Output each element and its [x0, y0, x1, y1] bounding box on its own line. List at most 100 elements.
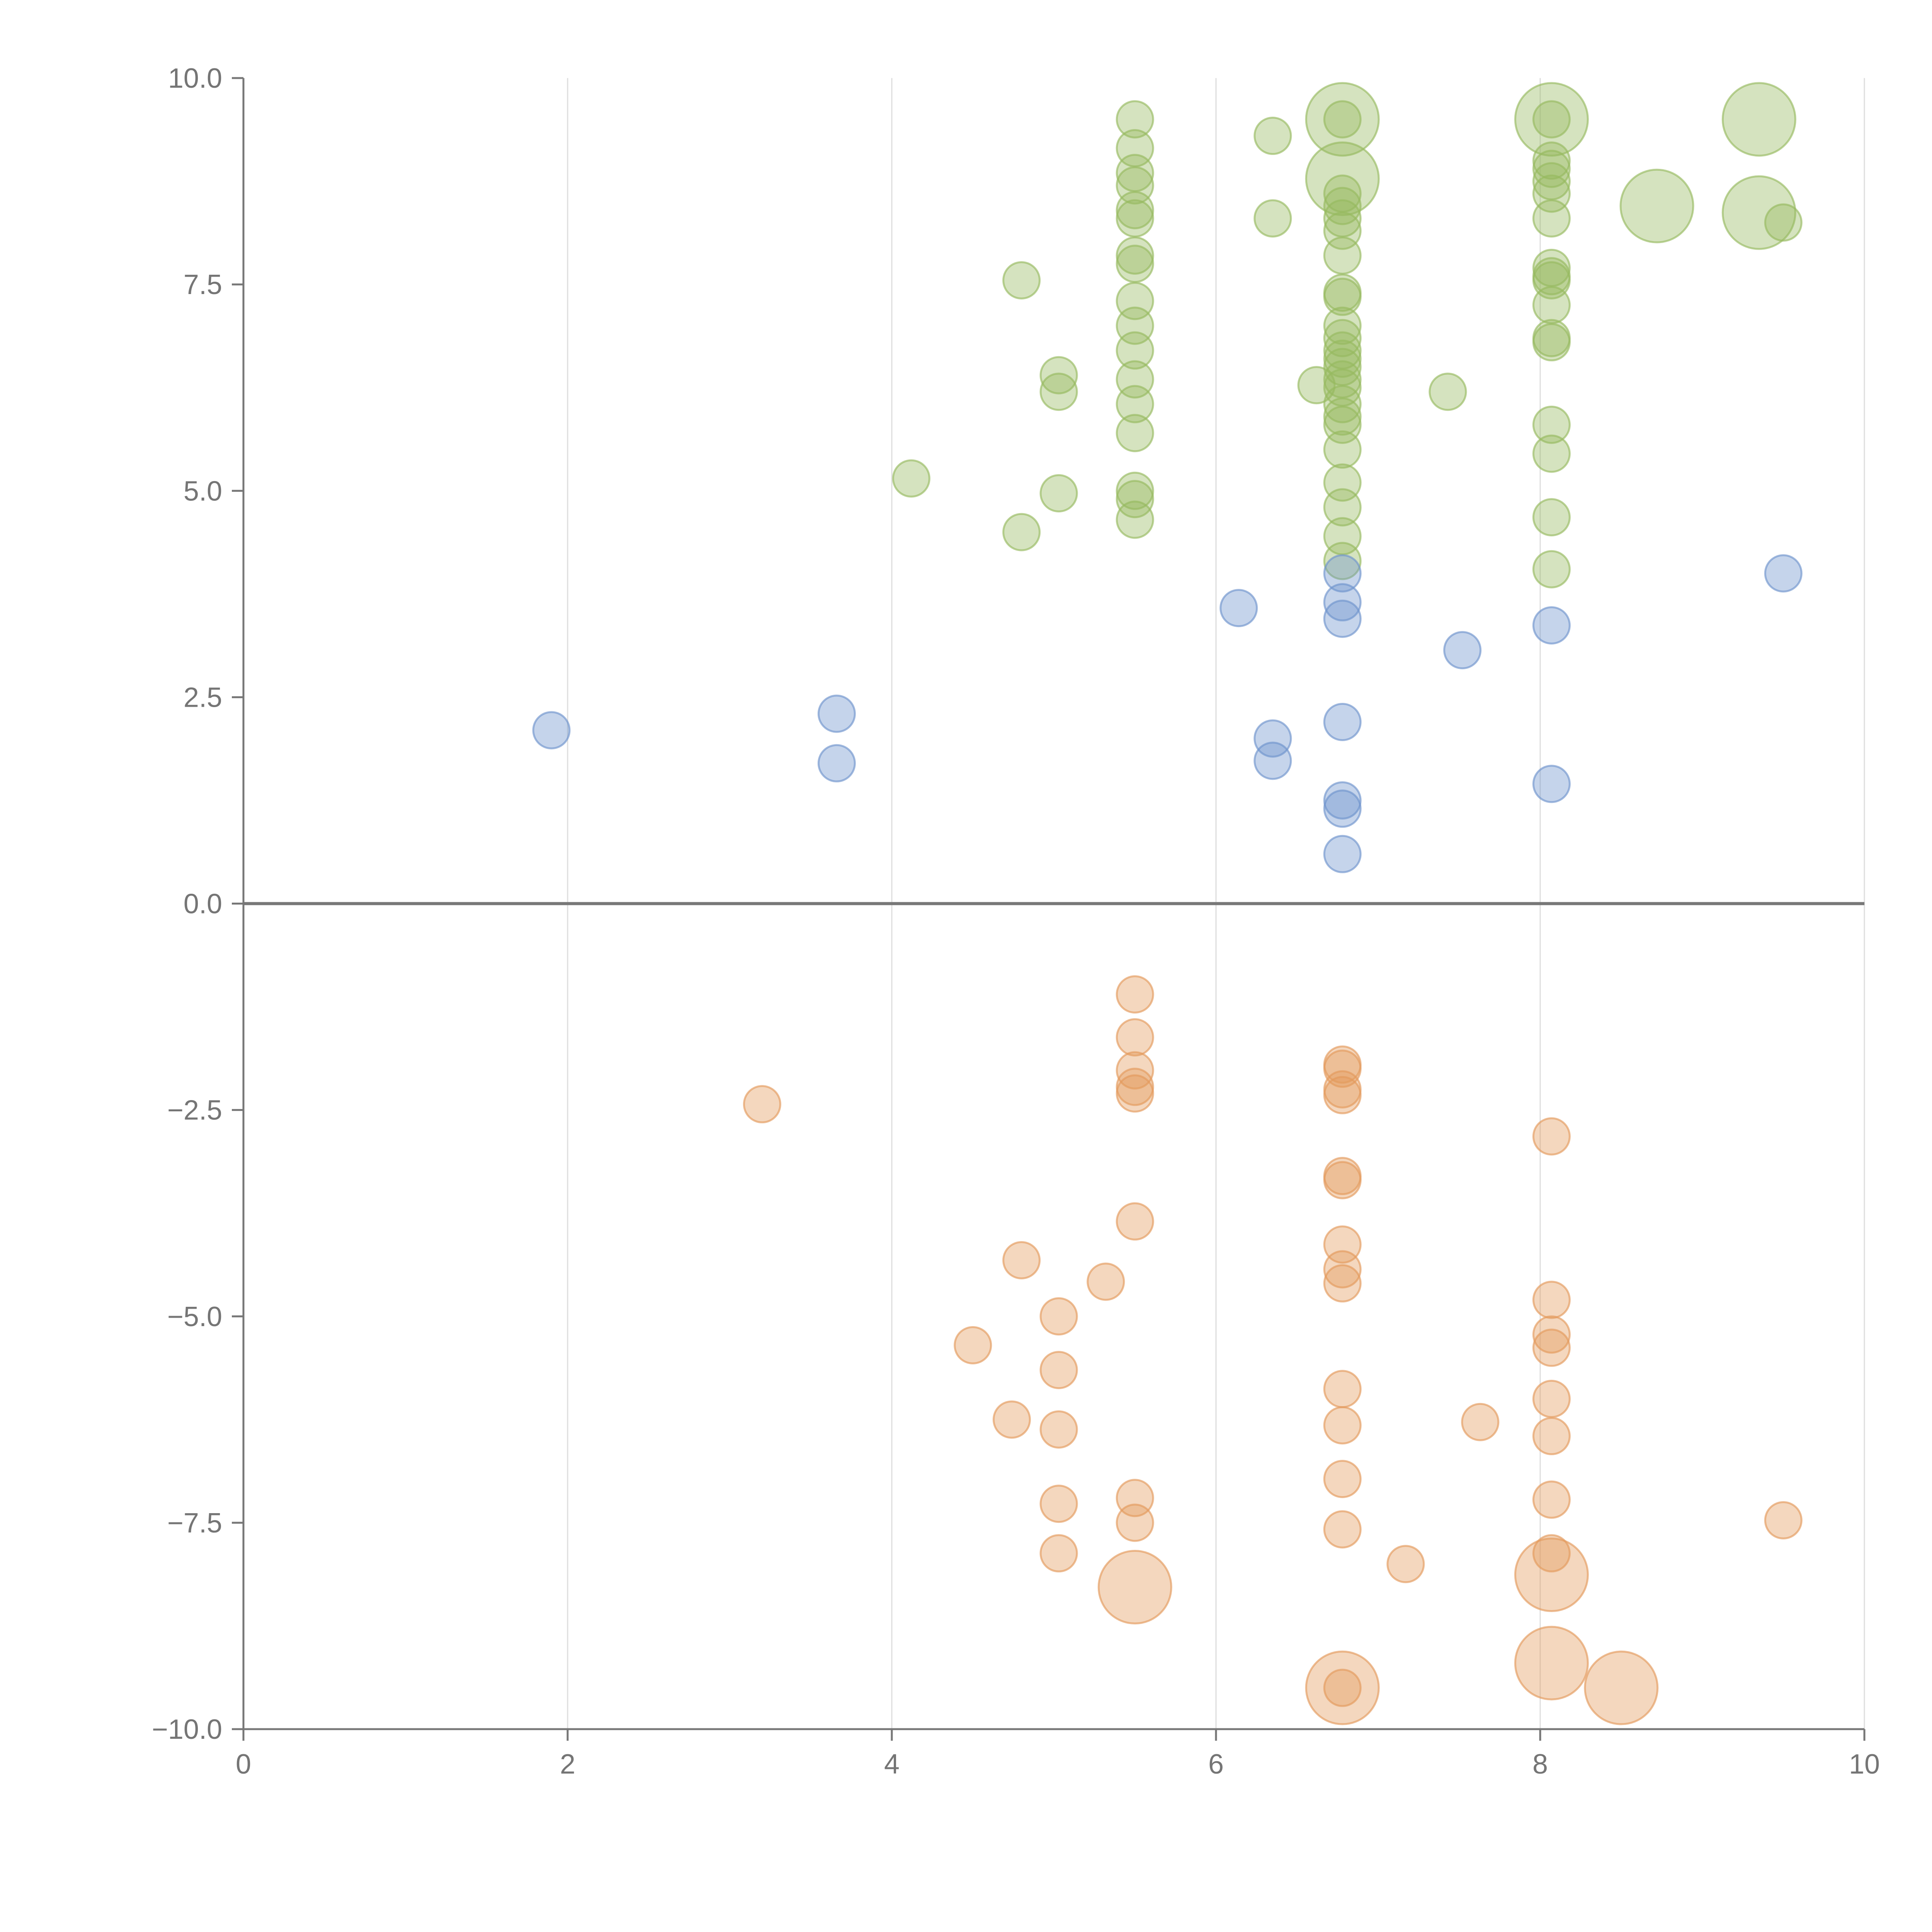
- point-orange-30: [1323, 1460, 1362, 1498]
- point-orange-0: [743, 1085, 781, 1124]
- point-green-4: [1116, 191, 1154, 230]
- point-green-47: [1323, 430, 1362, 469]
- point-orange-2: [1116, 1018, 1154, 1057]
- point-orange-45: [1514, 1626, 1589, 1701]
- point-green-72: [1764, 203, 1803, 242]
- point-green-70: [1721, 82, 1796, 157]
- point-green-0: [1116, 100, 1154, 139]
- point-orange-3: [1116, 1051, 1154, 1090]
- point-blue-2: [817, 744, 856, 782]
- point-orange-29: [1323, 1406, 1362, 1445]
- point-green-62: [1532, 286, 1571, 325]
- point-green-71: [1721, 175, 1796, 250]
- point-green-40: [1323, 339, 1362, 378]
- point-orange-1: [1116, 975, 1154, 1014]
- point-green-6: [1116, 236, 1154, 275]
- point-green-24: [1002, 513, 1041, 551]
- point-orange-15: [992, 1400, 1031, 1439]
- point-green-18: [1253, 199, 1292, 238]
- point-orange-44: [1514, 1537, 1589, 1612]
- point-green-27: [1305, 82, 1380, 157]
- x-tick-label-3: 6: [1208, 1749, 1224, 1780]
- point-blue-5: [1253, 742, 1292, 780]
- point-green-17: [1253, 117, 1292, 155]
- point-green-44: [1323, 385, 1362, 423]
- point-orange-8: [1116, 1503, 1154, 1542]
- point-blue-16: [1764, 554, 1803, 593]
- y-tick-label-3: 2.5: [184, 682, 222, 713]
- x-tick-label-4: 8: [1532, 1749, 1548, 1780]
- point-orange-41: [1532, 1417, 1571, 1456]
- point-orange-46: [1584, 1650, 1659, 1725]
- point-orange-39: [1532, 1328, 1571, 1367]
- point-blue-3: [1219, 589, 1258, 628]
- point-orange-28: [1323, 1370, 1362, 1408]
- point-green-45: [1323, 397, 1362, 436]
- point-green-66: [1532, 434, 1571, 473]
- point-orange-16: [1039, 1410, 1078, 1449]
- y-tick-label-2: 5.0: [184, 476, 222, 507]
- point-blue-8: [1323, 599, 1362, 638]
- point-green-53: [1532, 100, 1571, 139]
- point-green-23: [1039, 474, 1078, 513]
- point-green-12: [1116, 385, 1154, 423]
- point-orange-24: [1323, 1161, 1362, 1199]
- y-tick-label-7: −7.5: [167, 1508, 222, 1539]
- point-orange-27: [1323, 1264, 1362, 1303]
- point-orange-43: [1532, 1534, 1571, 1573]
- point-green-21: [1039, 372, 1078, 411]
- point-blue-9: [1323, 702, 1362, 741]
- point-blue-6: [1323, 554, 1362, 593]
- x-tick-label-2: 4: [884, 1749, 900, 1780]
- y-tick-label-1: 7.5: [184, 269, 222, 300]
- point-blue-7: [1323, 583, 1362, 622]
- data-points: [532, 82, 1803, 1725]
- y-tick-label-8: −10.0: [152, 1714, 222, 1745]
- point-blue-13: [1443, 631, 1482, 670]
- point-blue-12: [1323, 835, 1362, 873]
- point-blue-10: [1323, 781, 1362, 820]
- point-orange-26: [1323, 1250, 1362, 1289]
- point-green-28: [1323, 100, 1362, 139]
- x-tick-label-0: 0: [236, 1749, 251, 1780]
- point-blue-0: [532, 711, 571, 750]
- point-blue-1: [817, 694, 856, 733]
- point-orange-6: [1116, 1202, 1154, 1241]
- point-orange-33: [1323, 1668, 1362, 1707]
- point-green-7: [1116, 245, 1154, 283]
- point-green-68: [1532, 550, 1571, 588]
- point-green-15: [1116, 480, 1154, 519]
- point-blue-15: [1532, 765, 1571, 803]
- point-orange-35: [1461, 1403, 1500, 1441]
- point-green-51: [1323, 542, 1362, 580]
- point-green-38: [1323, 319, 1362, 357]
- point-green-19: [1002, 261, 1041, 299]
- point-green-58: [1532, 199, 1571, 238]
- point-green-10: [1116, 331, 1154, 370]
- x-tick-label-5: 10: [1849, 1749, 1880, 1780]
- point-orange-14: [1039, 1351, 1078, 1389]
- point-green-54: [1532, 141, 1571, 180]
- point-green-13: [1116, 414, 1154, 452]
- point-orange-38: [1532, 1315, 1571, 1354]
- point-green-52: [1514, 82, 1589, 157]
- point-green-69: [1619, 168, 1694, 243]
- point-green-64: [1532, 323, 1571, 362]
- point-blue-11: [1323, 789, 1362, 828]
- point-orange-36: [1532, 1117, 1571, 1156]
- point-green-26: [1429, 372, 1467, 411]
- point-blue-14: [1532, 606, 1571, 645]
- point-orange-37: [1532, 1281, 1571, 1319]
- y-tick-label-5: −2.5: [167, 1095, 222, 1126]
- point-orange-31: [1323, 1510, 1362, 1549]
- y-tick-label-0: 10.0: [168, 63, 222, 94]
- point-green-65: [1532, 405, 1571, 444]
- point-orange-11: [1087, 1262, 1125, 1301]
- y-tick-label-6: −5.0: [167, 1301, 222, 1332]
- x-tick-label-1: 2: [560, 1749, 575, 1780]
- point-orange-9: [1097, 1550, 1172, 1625]
- point-green-20: [1039, 356, 1078, 395]
- point-orange-17: [1039, 1485, 1078, 1523]
- point-blue-4: [1253, 719, 1292, 758]
